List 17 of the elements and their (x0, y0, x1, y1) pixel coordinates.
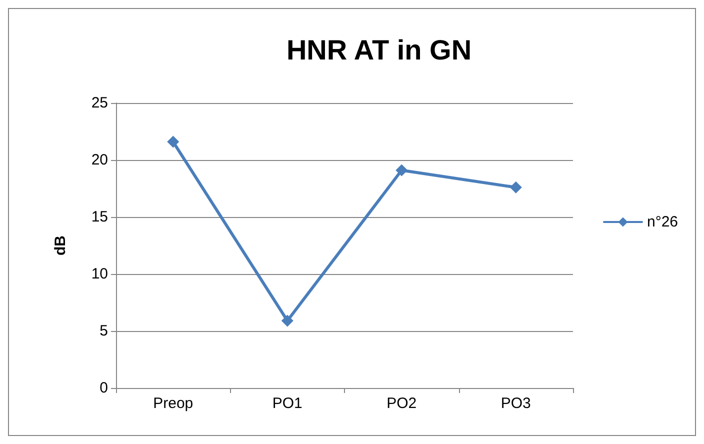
y-tick-label: 5 (100, 322, 108, 340)
x-tick-label: PO3 (500, 395, 531, 412)
point (167, 136, 180, 148)
y-tick-label: 20 (91, 152, 108, 168)
chart-title: HNR AT in GN (286, 34, 472, 66)
x-tick-label: PO1 (272, 395, 302, 412)
y-tick-label: 25 (91, 94, 108, 112)
x-tick-label: Preop (153, 395, 194, 412)
y-tick-label: 15 (91, 208, 108, 226)
legend-label: n°26 (646, 214, 678, 230)
y-tick-label: 10 (91, 266, 108, 282)
y-axis-title: dB (52, 235, 69, 256)
x-tick-label: PO2 (386, 395, 417, 412)
point (396, 164, 408, 176)
point (510, 181, 522, 194)
y-tick-label: 0 (100, 380, 108, 396)
point (281, 314, 294, 327)
